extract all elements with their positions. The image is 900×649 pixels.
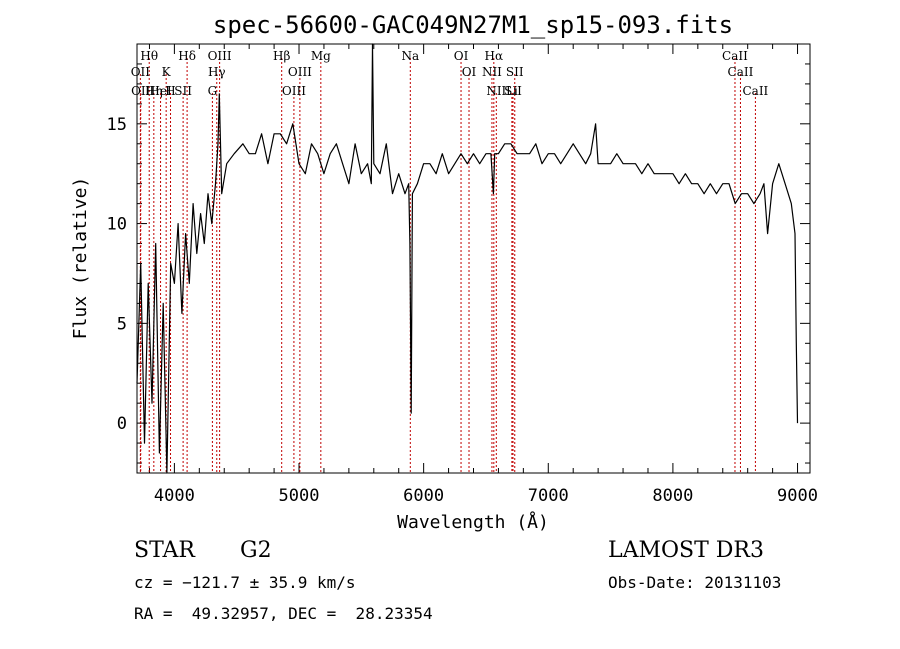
line-marker-label: Mg [311, 49, 331, 63]
object-class: STAR [134, 538, 195, 563]
line-marker-label: OIII [282, 84, 306, 98]
line-marker-label: OIII [208, 49, 232, 63]
x-tick-label: 4000 [154, 486, 195, 506]
x-tick-label: 5000 [279, 486, 320, 506]
line-marker-label: Hγ [208, 65, 226, 79]
line-marker-label: Hδ [178, 49, 196, 63]
spectrum-series [136, 43, 799, 474]
line-marker-label: OI [462, 65, 477, 79]
y-tick-label: 0 [117, 414, 127, 434]
x-tick-label: 7000 [528, 486, 569, 506]
line-marker-label: G [208, 84, 218, 98]
x-tick-label: 9000 [777, 486, 818, 506]
line-marker-label: OI [454, 49, 469, 63]
line-marker-label: Li [506, 84, 518, 98]
y-tick-label: 5 [117, 314, 127, 334]
line-marker-label: Hθ [140, 49, 158, 63]
line-marker-label: HeI [149, 84, 172, 98]
line-marker-label: Na [401, 49, 419, 63]
obs-date: Obs-Date: 20131103 [608, 573, 782, 592]
line-marker-label: CaII [742, 84, 768, 98]
line-marker-label: NII [482, 65, 502, 79]
line-marker-label: OII [131, 84, 151, 98]
line-marker-label: Hη [145, 84, 163, 98]
line-marker-label: OIII [288, 65, 312, 79]
redshift-readout: cz = −121.7 ± 35.9 km/s [134, 573, 356, 592]
y-tick-label: 10 [107, 215, 127, 235]
line-marker-label: Hα [485, 49, 504, 63]
chart-title: spec-56600-GAC049N27M1_sp15-093.fits [213, 11, 733, 39]
line-marker-label: CaII [728, 65, 754, 79]
line-marker-label: K [162, 65, 172, 79]
line-marker-label: SII [174, 84, 192, 98]
line-marker-label: OII [131, 65, 151, 79]
x-tick-label: 8000 [652, 486, 693, 506]
survey-name: LAMOST DR3 [608, 538, 764, 563]
line-marker-label: NII [486, 84, 506, 98]
y-tick-label: 15 [107, 115, 127, 135]
line-marker-label: CaII [722, 49, 748, 63]
y-axis-label: Flux (relative) [70, 177, 91, 340]
coordinates: RA = 49.32957, DEC = 28.23354 [134, 604, 433, 623]
plot-area [136, 43, 811, 474]
axis-ticks: 4000 5000 6000 7000 8000 9000 0 5 10 15 [107, 44, 818, 506]
line-marker-label: H [165, 84, 175, 98]
line-marker-label: SII [506, 65, 524, 79]
line-marker-label: SII [504, 84, 522, 98]
x-axis-label: Wavelength (Å) [397, 511, 549, 533]
subclass: G2 [240, 538, 272, 563]
spectrum-line [136, 43, 799, 474]
x-tick-label: 6000 [403, 486, 444, 506]
line-marker-label: Hβ [273, 49, 290, 63]
